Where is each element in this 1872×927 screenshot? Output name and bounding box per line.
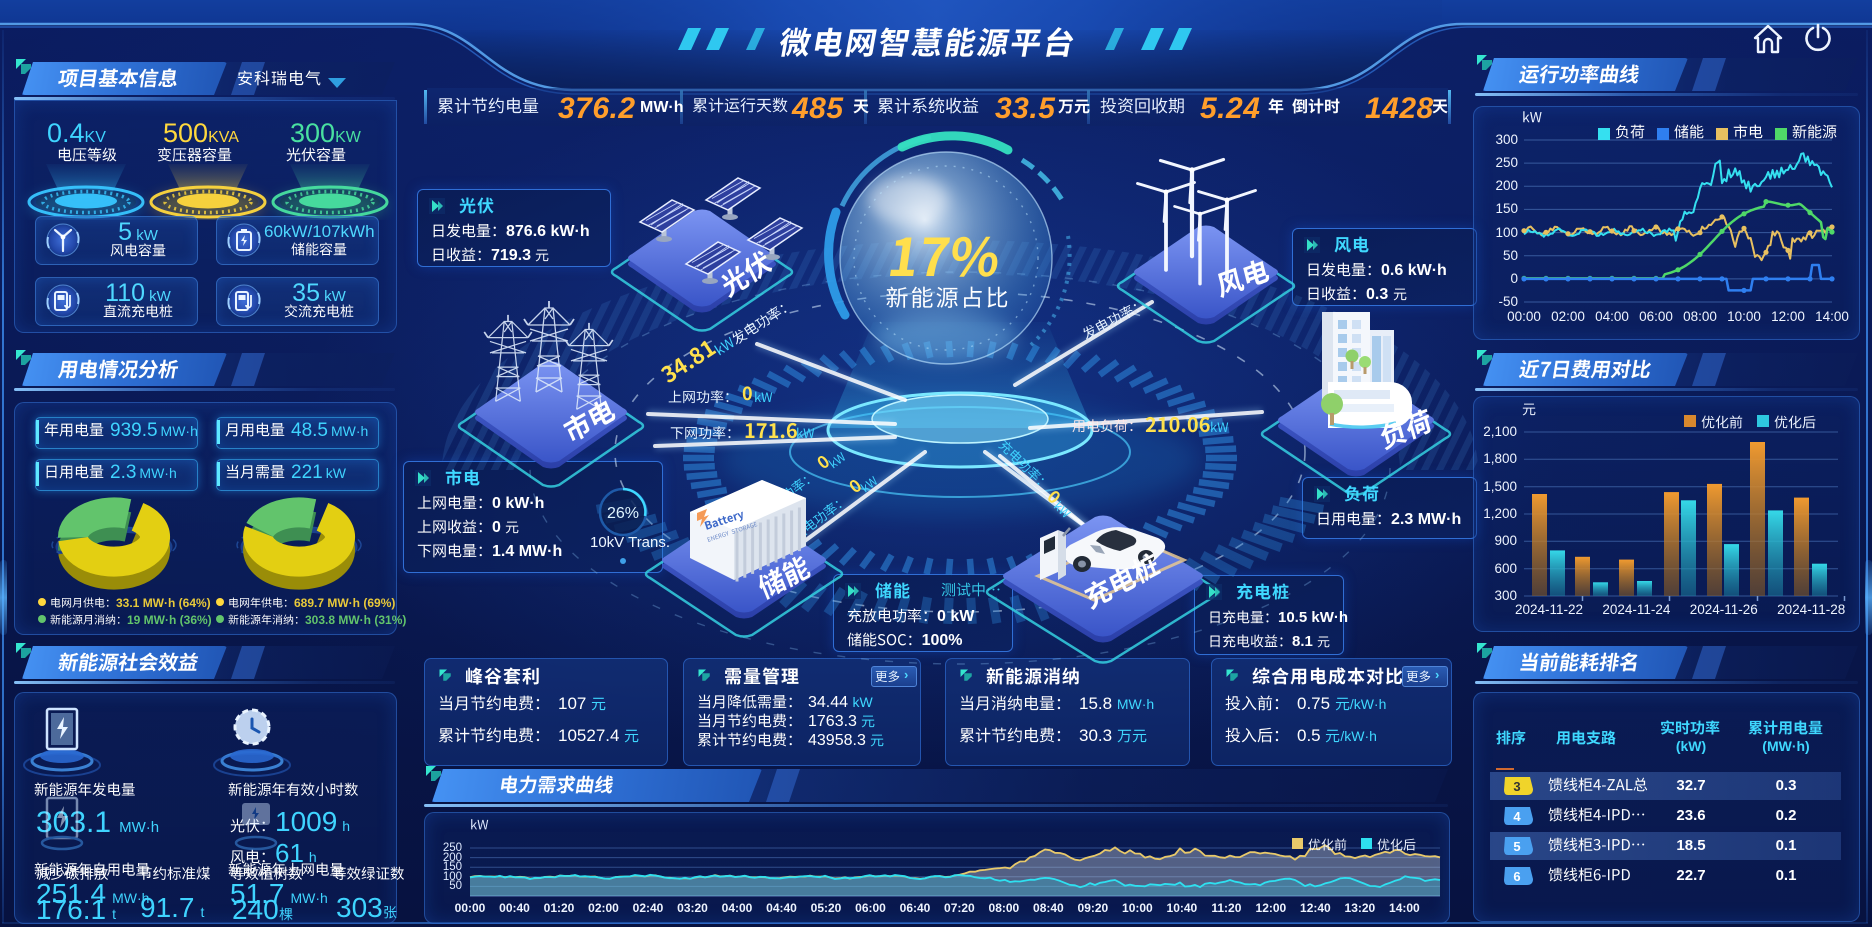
svg-text:5: 5 [1513,839,1520,854]
svg-text:4: 4 [1513,809,1521,824]
svg-text:3: 3 [1513,779,1520,794]
svg-text:6: 6 [1513,869,1520,884]
svg-text:26%: 26% [607,505,639,522]
